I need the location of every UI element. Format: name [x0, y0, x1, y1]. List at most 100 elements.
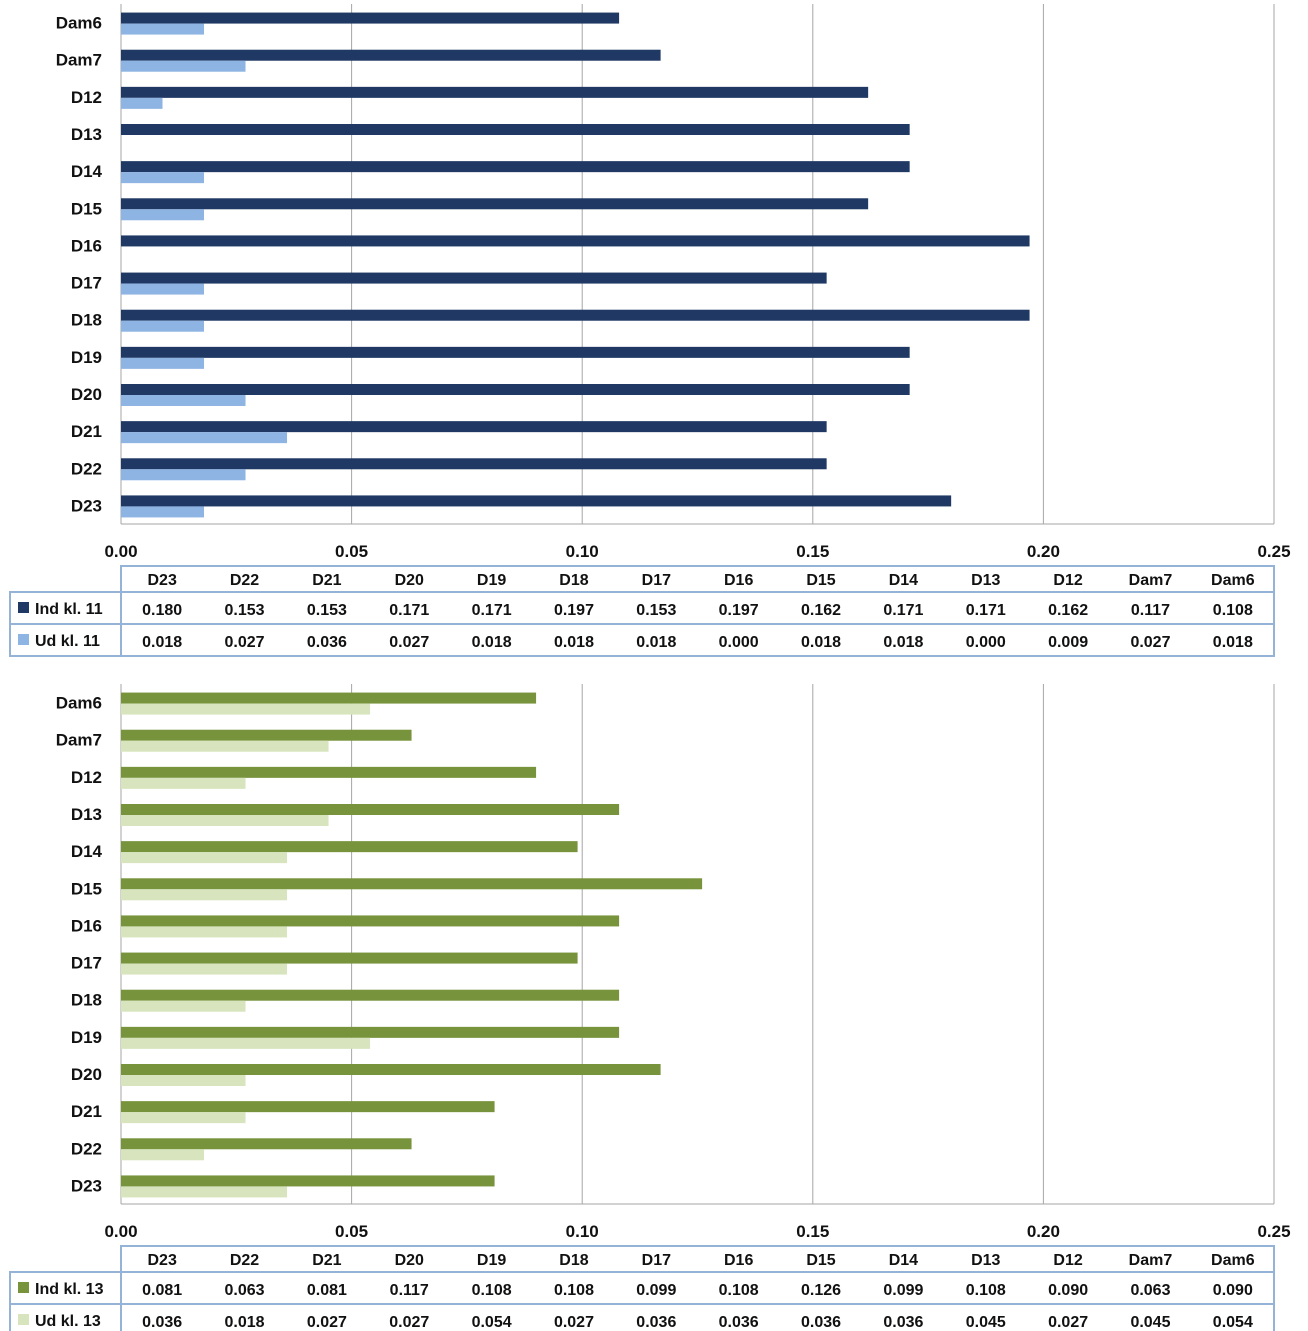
category-label: D22 [71, 459, 102, 478]
table-value-cell: 0.009 [1048, 634, 1088, 651]
table-value-cell: 0.018 [1213, 634, 1253, 651]
bar-ind [121, 1026, 620, 1038]
table-value-cell: 0.027 [389, 1314, 429, 1331]
table-value-cell: 0.081 [142, 1282, 182, 1299]
table-value-cell: 0.027 [1048, 1314, 1088, 1331]
category-label: D23 [71, 1176, 102, 1195]
chart-1: 0.00 0.05 0.10 0.15 0.20 0.25 D23 D22 D21 D20 D19 D… [9, 4, 1291, 657]
x-tick-label: 0.15 [796, 1222, 829, 1241]
table-value-cell: 0.027 [307, 1314, 347, 1331]
x-tick-label: 0.10 [566, 1222, 599, 1241]
bar-ind [121, 878, 703, 890]
table-header-cell: D19 [477, 1252, 506, 1269]
table-header-cell: D20 [395, 572, 424, 589]
bar-ud [121, 1037, 371, 1049]
category-label: D19 [71, 348, 102, 367]
table-value-cell: 0.027 [554, 1314, 594, 1331]
category-label: D15 [71, 199, 102, 218]
bar-ud [121, 740, 329, 752]
bar-ud [121, 283, 205, 295]
table-header-cell: D12 [1053, 1252, 1082, 1269]
legend-label: Ud kl. 11 [35, 633, 100, 650]
table-border [120, 565, 1275, 657]
bar-ud [121, 209, 205, 221]
x-tick-label: 0.20 [1027, 542, 1060, 561]
table-value-cell: 0.108 [554, 1282, 594, 1299]
x-tick-label: 0.25 [1257, 1222, 1290, 1241]
bar-ud [121, 432, 288, 444]
bar-ud [121, 1000, 246, 1012]
table-value-cell: 0.197 [719, 602, 759, 619]
category-label: D23 [71, 496, 102, 515]
bar-ind [121, 309, 1030, 321]
bar-ud [121, 506, 205, 518]
x-tick-label: 0.00 [104, 1222, 137, 1241]
table-value-cell: 0.027 [225, 634, 265, 651]
chart-2: 0.00 0.05 0.10 0.15 0.20 0.25 D23 D22 D21 D20 D19 D… [9, 684, 1291, 1331]
table-value-cell: 0.054 [1213, 1314, 1253, 1331]
table-value-cell: 0.018 [554, 634, 594, 651]
category-label: D14 [71, 842, 103, 861]
table-header-cell: D22 [230, 572, 259, 589]
category-label: Dam7 [56, 51, 102, 70]
legend-swatch [18, 634, 29, 645]
table-value-cell: 0.180 [142, 602, 182, 619]
table-header-cell: D20 [395, 1252, 424, 1269]
table-header-cell: D22 [230, 1252, 259, 1269]
table-value-cell: 0.126 [801, 1282, 841, 1299]
category-label: D19 [71, 1028, 102, 1047]
table-value-cell: 0.153 [636, 602, 676, 619]
table-value-cell: 0.036 [801, 1314, 841, 1331]
table-value-cell: 0.171 [883, 602, 923, 619]
legend-swatch [18, 1282, 29, 1293]
bar-ud [121, 815, 329, 826]
table-value-cell: 0.090 [1048, 1282, 1088, 1299]
table-value-cell: 0.036 [142, 1314, 182, 1331]
table-value-cell: 0.027 [1130, 634, 1170, 651]
bar-ind [121, 952, 578, 964]
bar-ud [121, 395, 246, 406]
bar-ind [121, 841, 578, 853]
bar-ind [121, 1101, 495, 1113]
legend-label: Ind kl. 11 [35, 601, 103, 618]
table-value-cell: 0.162 [1048, 602, 1088, 619]
category-label: D17 [71, 274, 102, 293]
table-header-cell: D13 [971, 1252, 1000, 1269]
table-value-cell: 0.018 [472, 634, 512, 651]
table-value-cell: 0.018 [142, 634, 182, 651]
bar-ind [121, 12, 620, 24]
category-label: Dam6 [56, 694, 102, 713]
bar-ud [121, 469, 246, 481]
table-value-cell: 0.036 [636, 1314, 676, 1331]
table-value-cell: 0.108 [472, 1282, 512, 1299]
bar-ud [121, 963, 288, 975]
bar-ind [121, 346, 910, 358]
bar-ind [121, 235, 1030, 247]
table-value-cell: 0.171 [389, 602, 429, 619]
table-value-cell: 0.018 [883, 634, 923, 651]
table-value-cell: 0.099 [883, 1282, 923, 1299]
bar-ud [121, 320, 205, 332]
category-label: D17 [71, 954, 102, 973]
table-value-cell: 0.162 [801, 602, 841, 619]
table-value-cell: 0.108 [719, 1282, 759, 1299]
table-value-cell: 0.153 [225, 602, 265, 619]
table-value-cell: 0.000 [719, 634, 759, 651]
table-value-cell: 0.099 [636, 1282, 676, 1299]
table-value-cell: 0.117 [1131, 602, 1170, 619]
bar-ud [121, 926, 288, 938]
table-value-cell: 0.045 [1130, 1314, 1170, 1331]
table-header-cell: D21 [312, 572, 341, 589]
x-tick-label: 0.10 [566, 542, 599, 561]
bar-ud [121, 1149, 205, 1161]
bar-ud [121, 1075, 246, 1086]
bar-ud [121, 703, 371, 715]
bar-ud [121, 777, 246, 789]
table-value-cell: 0.045 [966, 1314, 1006, 1331]
table-header-cell: Dam7 [1129, 1252, 1173, 1269]
bar-ind [121, 384, 910, 395]
bar-ind [121, 1064, 661, 1075]
bar-ud [121, 889, 288, 901]
x-tick-label: 0.20 [1027, 1222, 1060, 1241]
